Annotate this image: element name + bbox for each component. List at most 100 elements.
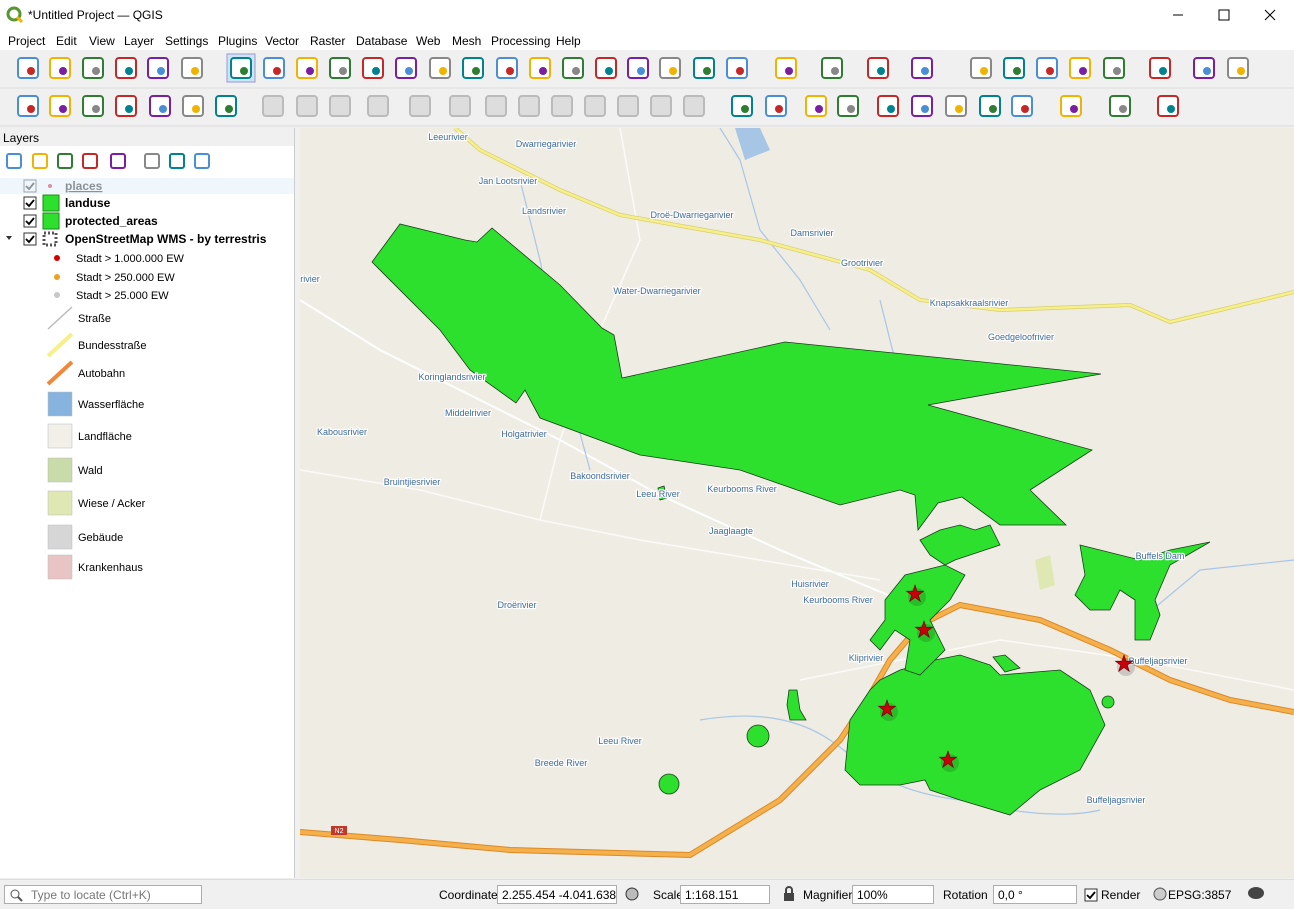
crs-icon[interactable] — [1153, 887, 1167, 901]
toolbar-button[interactable] — [551, 95, 573, 117]
toolbar-button[interactable] — [775, 57, 797, 79]
crs-label[interactable]: EPSG:3857 — [1168, 888, 1232, 902]
menu-item[interactable]: Raster — [310, 34, 346, 48]
menu-item[interactable]: Web — [416, 34, 441, 48]
menu-item[interactable]: Vector — [265, 34, 300, 48]
menu-item[interactable]: Help — [556, 34, 581, 48]
checkbox-box[interactable] — [23, 196, 37, 210]
panel-tool[interactable] — [32, 153, 48, 169]
toolbar-button[interactable] — [115, 95, 137, 117]
toolbar-button[interactable] — [1103, 57, 1125, 79]
checkbox-box[interactable] — [23, 214, 37, 228]
toolbar-button[interactable] — [1003, 57, 1025, 79]
toolbar-button[interactable] — [911, 95, 933, 117]
toolbar-button[interactable] — [693, 57, 715, 79]
render-checkbox[interactable] — [1084, 888, 1098, 902]
menu-item[interactable]: Processing — [491, 34, 551, 48]
toolbar-button[interactable] — [263, 57, 285, 79]
menu-item[interactable]: View — [89, 34, 115, 48]
toolbar-button[interactable] — [485, 95, 507, 117]
panel-tool[interactable] — [110, 153, 126, 169]
toolbar-button[interactable] — [1109, 95, 1131, 117]
map-canvas[interactable]: Leeurivier Dwarriegarivier Jan Lootsrivier… — [300, 128, 1294, 878]
toolbar-button[interactable] — [429, 57, 451, 79]
panel-tool[interactable] — [194, 153, 210, 169]
expand-arrow[interactable] — [6, 236, 12, 240]
locator-input[interactable]: Type to locate (Ctrl+K) — [4, 885, 202, 904]
panel-tool[interactable] — [144, 153, 160, 169]
toolbar-button[interactable] — [115, 57, 137, 79]
toolbar-button[interactable] — [805, 95, 827, 117]
toolbar-button[interactable] — [296, 95, 318, 117]
lock-icon[interactable] — [782, 886, 796, 902]
panel-tool[interactable] — [82, 153, 98, 169]
menu-item[interactable]: Project — [8, 34, 46, 48]
toolbar-button[interactable] — [659, 57, 681, 79]
toolbar-button[interactable] — [1193, 57, 1215, 79]
toolbar-button[interactable] — [1060, 95, 1082, 117]
toolbar-button[interactable] — [595, 57, 617, 79]
menu-item[interactable]: Settings — [165, 34, 209, 48]
toolbar-button[interactable] — [867, 57, 889, 79]
scale-field[interactable]: 1:168.151 — [680, 885, 770, 904]
toolbar-button[interactable] — [462, 57, 484, 79]
layer-name[interactable]: protected_areas — [65, 214, 158, 228]
toolbar-button[interactable] — [765, 95, 787, 117]
toolbar-button[interactable] — [215, 95, 237, 117]
toolbar-button[interactable] — [181, 57, 203, 79]
toolbar-button[interactable] — [1227, 57, 1249, 79]
toolbar-button[interactable] — [49, 95, 71, 117]
place-marker[interactable] — [938, 750, 958, 769]
toolbar-button[interactable] — [731, 95, 753, 117]
toolbar-button[interactable] — [449, 95, 471, 117]
toolbar-button[interactable] — [529, 57, 551, 79]
toolbar-button[interactable] — [296, 57, 318, 79]
checkbox-box[interactable] — [23, 232, 37, 246]
toolbar-button[interactable] — [82, 57, 104, 79]
toolbar-button[interactable] — [979, 95, 1001, 117]
toolbar-button[interactable] — [562, 57, 584, 79]
toolbar-button[interactable] — [230, 57, 252, 79]
toolbar-button[interactable] — [17, 95, 39, 117]
toolbar-button[interactable] — [262, 95, 284, 117]
rotation-field[interactable]: 0,0 ° — [993, 885, 1077, 904]
toolbar-button[interactable] — [362, 57, 384, 79]
toolbar-button[interactable] — [970, 57, 992, 79]
menu-item[interactable]: Layer — [124, 34, 155, 48]
place-marker[interactable] — [1114, 654, 1134, 673]
toolbar-button[interactable] — [726, 57, 748, 79]
toolbar-button[interactable] — [496, 57, 518, 79]
toolbar-button[interactable] — [1011, 95, 1033, 117]
toolbar-button[interactable] — [1149, 57, 1171, 79]
toolbar-button[interactable] — [149, 95, 171, 117]
layer-name[interactable]: landuse — [65, 196, 111, 210]
toolbar-button[interactable] — [837, 95, 859, 117]
messages-icon[interactable] — [1247, 886, 1265, 902]
coord-toggle[interactable] — [624, 886, 642, 904]
toolbar-button[interactable] — [1069, 57, 1091, 79]
magnifier-field[interactable]: 100% — [852, 885, 934, 904]
place-marker[interactable] — [914, 620, 934, 639]
toolbar-button[interactable] — [650, 95, 672, 117]
toolbar-button[interactable] — [1036, 57, 1058, 79]
place-marker[interactable] — [877, 699, 897, 718]
coordinate-field[interactable]: 2.255.454 -4.041.638 — [497, 885, 617, 904]
toolbar-button[interactable] — [147, 57, 169, 79]
menu-item[interactable]: Plugins — [218, 34, 258, 48]
toolbar-button[interactable] — [877, 95, 899, 117]
toolbar-button[interactable] — [584, 95, 606, 117]
toolbar-button[interactable] — [182, 95, 204, 117]
toolbar-button[interactable] — [49, 57, 71, 79]
checkbox-box[interactable] — [1084, 888, 1098, 902]
toolbar-button[interactable] — [518, 95, 540, 117]
layer-name[interactable]: OpenStreetMap WMS - by terrestris — [65, 232, 267, 246]
toolbar-button[interactable] — [367, 95, 389, 117]
menu-item[interactable]: Database — [356, 34, 408, 48]
toolbar-button[interactable] — [627, 57, 649, 79]
toolbar-button[interactable] — [1157, 95, 1179, 117]
panel-tool[interactable] — [57, 153, 73, 169]
menu-item[interactable]: Edit — [56, 34, 77, 48]
toolbar-button[interactable] — [329, 57, 351, 79]
toolbar-button[interactable] — [17, 57, 39, 79]
place-marker[interactable] — [905, 584, 925, 603]
